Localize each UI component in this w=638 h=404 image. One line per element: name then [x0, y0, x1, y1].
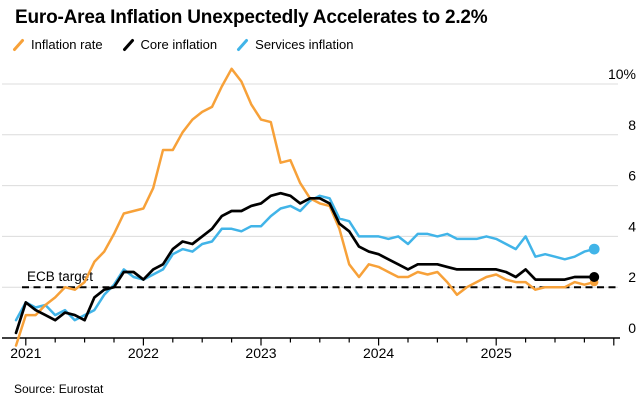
series-line-services-inflation: [14, 194, 596, 322]
series-line-core-inflation: [14, 191, 596, 335]
series-end-dot-services-inflation: [588, 243, 600, 255]
source-note: Source: Eurostat: [14, 382, 104, 396]
x-axis-tick-label: 2021: [10, 345, 41, 361]
x-axis-tick-label: 2025: [481, 345, 512, 361]
y-axis-tick-label: 0: [628, 320, 636, 336]
legend-label: Services inflation: [255, 37, 354, 52]
y-axis-tick-label: 6: [628, 168, 636, 184]
y-axis-tick-label: 2: [628, 269, 636, 285]
services-inflation-swatch-icon: [237, 38, 249, 51]
legend-item-core-inflation: Core inflation: [122, 37, 218, 52]
y-axis-tick-label: 4: [628, 218, 636, 234]
core-inflation-swatch-icon: [122, 38, 134, 51]
ecb-target-label: ECB target: [27, 269, 93, 284]
x-axis-tick-label: 2024: [363, 345, 394, 361]
y-axis-tick-label: 8: [628, 117, 636, 133]
legend-item-services-inflation: Services inflation: [236, 37, 353, 52]
series-end-dot-core-inflation: [589, 272, 600, 282]
legend-item-inflation-rate: Inflation rate: [12, 37, 103, 52]
legend-label: Core inflation: [140, 37, 218, 52]
x-axis-tick-label: 2023: [245, 345, 276, 361]
legend-label: Inflation rate: [31, 37, 103, 52]
x-axis-tick-label: 2022: [128, 345, 159, 361]
series-line-inflation-rate: [14, 67, 596, 347]
inflation-rate-swatch-icon: [13, 38, 24, 51]
legend: Inflation rate Core inflation Services i…: [12, 37, 353, 52]
y-axis-tick-label: 10%: [608, 66, 636, 82]
chart-title: Euro-Area Inflation Unexpectedly Acceler…: [15, 7, 488, 28]
